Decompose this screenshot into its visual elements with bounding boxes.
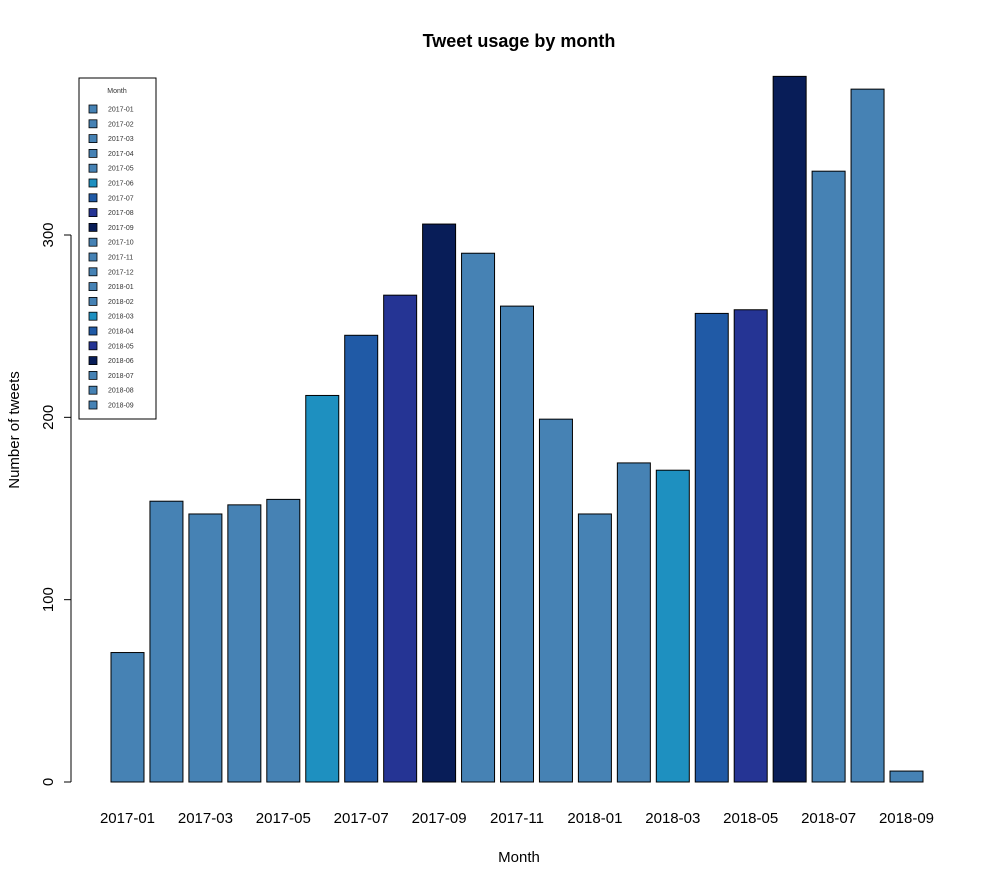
legend-entry: 2017-01 — [108, 107, 134, 114]
legend-entry: 2017-07 — [108, 195, 134, 202]
y-tick-label: 300 — [40, 222, 57, 247]
legend-swatch — [88, 296, 98, 306]
legend-box — [78, 77, 157, 420]
legend-swatch — [88, 119, 98, 129]
legend-swatch — [88, 267, 98, 277]
x-tick-label: 2018-07 — [801, 810, 856, 827]
legend-entry: 2018-08 — [108, 388, 134, 395]
chart-title: Tweet usage by month — [423, 31, 616, 51]
legend-entry: 2018-06 — [108, 358, 134, 365]
legend-swatch — [88, 134, 98, 144]
legend-swatch — [88, 104, 98, 114]
bar-2018-09 — [889, 770, 924, 783]
legend-entry: 2017-02 — [108, 121, 134, 128]
legend-swatch — [88, 370, 98, 380]
legend-entry: 2017-10 — [108, 240, 134, 247]
legend-swatch — [88, 341, 98, 351]
legend-entry: 2017-08 — [108, 210, 134, 217]
bar-2017-06 — [305, 394, 340, 783]
x-tick-label: 2018-09 — [879, 810, 934, 827]
legend-swatch — [88, 148, 98, 158]
legend-entry: 2017-12 — [108, 269, 134, 276]
bar-2018-04 — [694, 312, 729, 783]
legend-entry: 2017-11 — [108, 255, 133, 262]
legend-swatch — [88, 208, 98, 218]
legend-swatch — [88, 400, 98, 410]
legend-swatch — [88, 282, 98, 292]
bar-2017-04 — [227, 504, 262, 783]
legend-swatch — [88, 385, 98, 395]
legend-swatch — [88, 356, 98, 366]
legend-items: 2017-01 2017-02 2017-03 2017-04 2017-05 2017-… — [88, 104, 134, 410]
bar-2017-11 — [500, 305, 534, 783]
x-tick-label: 2018-05 — [723, 810, 778, 827]
x-tick-labels: 2017-01 2017-03 2017-05 2017-07 2017-09 2017-… — [100, 810, 934, 827]
legend-entry: 2017-09 — [108, 225, 134, 232]
bar-2017-09 — [422, 223, 457, 783]
x-tick-label: 2017-11 — [490, 810, 544, 827]
x-tick-label: 2018-03 — [645, 810, 700, 827]
legend-entry: 2017-03 — [108, 136, 134, 143]
x-tick-label: 2017-05 — [256, 810, 311, 827]
bar-2018-06 — [772, 75, 807, 783]
bar-2017-07 — [344, 334, 379, 783]
legend-swatch — [88, 326, 98, 336]
bar-2018-03 — [655, 469, 690, 783]
legend-swatch — [88, 311, 98, 321]
bars-group — [110, 75, 924, 783]
legend-entry: 2018-04 — [108, 329, 134, 336]
legend-entry: 2017-06 — [108, 181, 134, 188]
bar-2017-03 — [188, 513, 223, 783]
y-axis: 0 100 200 300 — [40, 222, 72, 786]
y-axis-label: Number of tweets — [6, 371, 23, 489]
x-tick-label: 2018-01 — [567, 810, 622, 827]
legend-entry: 2018-05 — [108, 343, 134, 350]
legend-swatch — [88, 178, 98, 188]
y-tick-label: 200 — [40, 405, 57, 430]
x-tick-label: 2017-07 — [334, 810, 389, 827]
legend-entry: 2018-01 — [108, 284, 134, 291]
bar-2017-02 — [149, 500, 184, 783]
legend-entry: 2018-07 — [108, 373, 134, 380]
bar-2018-08 — [850, 88, 885, 783]
legend-entry: 2018-03 — [108, 314, 134, 321]
x-tick-label: 2017-01 — [100, 810, 155, 827]
bar-2017-10 — [461, 252, 496, 783]
legend: Month 2017-012017-022017-032017-042017-0… — [78, 77, 157, 420]
legend-entry: 2018-02 — [108, 299, 134, 306]
legend-swatch — [88, 193, 98, 203]
legend-entry: 2017-04 — [108, 151, 134, 158]
legend-swatch — [88, 252, 98, 262]
y-tick-label: 100 — [40, 587, 57, 612]
bar-2018-05 — [733, 309, 768, 783]
bar-2018-07 — [811, 170, 846, 783]
legend-title: Month — [107, 88, 127, 95]
x-tick-label: 2017-09 — [412, 810, 467, 827]
legend-swatch — [88, 163, 98, 173]
x-axis-label: Month — [498, 849, 540, 866]
bar-2018-02 — [616, 462, 651, 783]
bar-2017-08 — [383, 294, 418, 783]
legend-swatch — [88, 222, 98, 232]
bar-2017-05 — [266, 498, 301, 783]
legend-entry: 2018-09 — [108, 403, 134, 410]
bar-2017-12 — [538, 418, 573, 783]
legend-swatch — [88, 237, 98, 247]
legend-entry: 2017-05 — [108, 166, 134, 173]
bar-2017-01 — [110, 652, 145, 783]
y-tick-label: 0 — [40, 778, 57, 786]
x-tick-label: 2017-03 — [178, 810, 233, 827]
bar-2018-01 — [577, 513, 612, 783]
